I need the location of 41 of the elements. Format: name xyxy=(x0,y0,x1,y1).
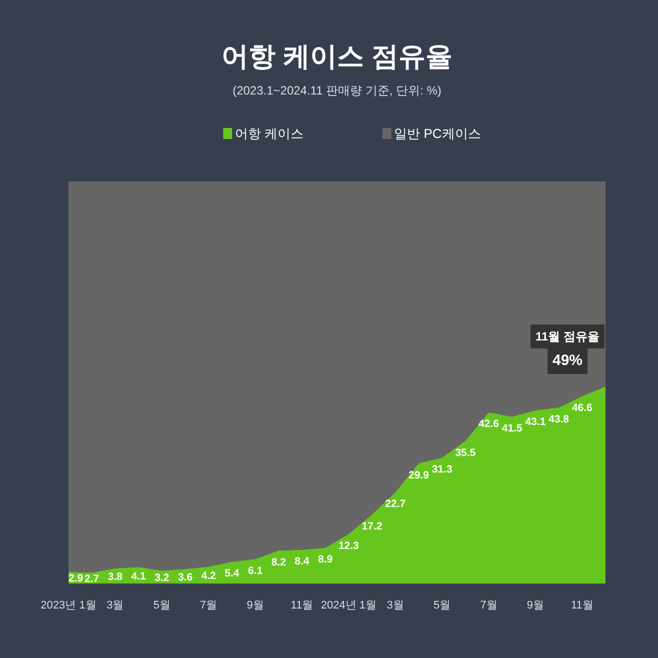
data-label: 2.9 xyxy=(68,572,84,585)
x-tick-label: 3월 xyxy=(386,600,404,612)
data-label: 43.8 xyxy=(548,413,570,426)
x-tick-label: 7월 xyxy=(200,600,218,612)
x-tick-label: 2023년 1월 xyxy=(40,600,96,612)
data-label: 3.6 xyxy=(178,571,193,584)
chart-subtitle: (2023.1~2024.11 판매량 기준, 단위: %) xyxy=(232,84,442,98)
x-tick-label: 7월 xyxy=(480,600,498,612)
data-label: 29.9 xyxy=(408,469,430,482)
data-label: 4.2 xyxy=(201,570,216,582)
x-tick-label: 9월 xyxy=(246,600,264,612)
data-label: 3.2 xyxy=(154,572,170,584)
data-label: 42.6 xyxy=(478,418,500,430)
data-label: 8.2 xyxy=(271,556,286,569)
data-label: 46.6 xyxy=(572,402,593,414)
data-label: 3.8 xyxy=(108,570,123,583)
annotation: 11월 점유율 xyxy=(535,330,600,344)
data-label: 35.5 xyxy=(455,446,476,459)
x-tick-label: 11월 xyxy=(570,600,594,612)
x-tick-label: 9월 xyxy=(526,600,544,612)
x-tick-label: 2024년 1월 xyxy=(320,600,377,612)
x-tick-label: 5월 xyxy=(434,600,451,612)
data-label: 43.1 xyxy=(525,416,546,428)
data-label: 22.7 xyxy=(385,498,406,510)
data-label: 4.1 xyxy=(131,570,146,582)
data-label: 6.1 xyxy=(248,564,263,577)
data-label: 8.9 xyxy=(318,554,333,566)
x-tick-label: 5월 xyxy=(153,600,170,612)
data-label: 12.3 xyxy=(338,540,360,552)
data-label: 5.4 xyxy=(224,568,240,580)
data-label: 17.2 xyxy=(362,520,382,532)
data-label: 41.5 xyxy=(502,422,522,435)
chart-title: 어항 케이스 점유율 xyxy=(222,42,453,72)
legend-label: 일반 PC케이스 xyxy=(394,126,481,141)
data-label: 49% xyxy=(552,352,583,370)
legend-label: 어항 케이스 xyxy=(234,126,304,141)
data-label: 8.4 xyxy=(294,556,310,568)
x-tick-label: 3월 xyxy=(106,600,124,612)
data-label: 31.3 xyxy=(432,464,452,476)
data-label: 2.7 xyxy=(84,573,100,586)
x-tick-label: 11월 xyxy=(290,600,314,612)
